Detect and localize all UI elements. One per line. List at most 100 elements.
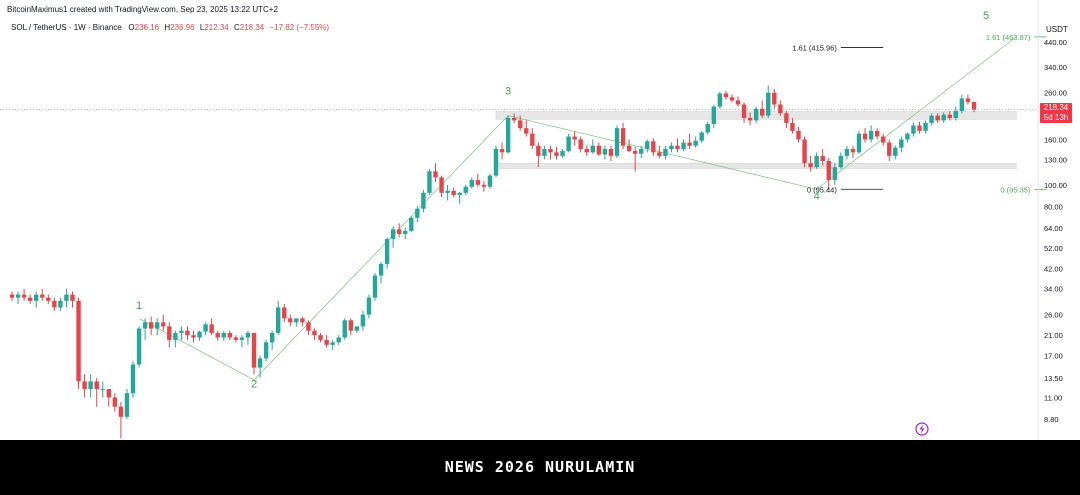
candle bbox=[233, 335, 239, 343]
candle bbox=[911, 122, 916, 137]
candle bbox=[354, 326, 360, 333]
candle bbox=[209, 318, 214, 336]
candle bbox=[663, 145, 668, 160]
candle-body bbox=[46, 297, 51, 301]
elliott-wave-path bbox=[138, 36, 1017, 381]
candle-body bbox=[34, 294, 39, 301]
candle bbox=[778, 100, 783, 116]
candle-body bbox=[481, 184, 487, 187]
candle-body bbox=[772, 92, 777, 105]
candle-body bbox=[705, 123, 710, 133]
candle-body bbox=[378, 263, 384, 276]
candle-body bbox=[88, 381, 93, 390]
candle bbox=[245, 330, 251, 345]
candle bbox=[814, 152, 819, 169]
candle bbox=[760, 100, 765, 118]
candle bbox=[862, 128, 868, 143]
candle bbox=[820, 148, 825, 166]
candle bbox=[681, 139, 686, 151]
candle-body bbox=[681, 142, 686, 149]
candle bbox=[687, 133, 692, 149]
candle bbox=[639, 145, 644, 159]
candlestick-chart[interactable]: 1.61 (415.96) 0 (95.44) 1.61 (463.87) 0 (95… bbox=[0, 0, 1080, 440]
candle bbox=[947, 111, 952, 121]
candle bbox=[439, 175, 444, 198]
candle bbox=[844, 145, 850, 160]
candle-body bbox=[620, 128, 626, 146]
candle bbox=[850, 145, 856, 159]
candle bbox=[645, 139, 650, 153]
low-label: L bbox=[199, 23, 205, 32]
wave-line bbox=[138, 36, 1017, 381]
candle bbox=[657, 145, 662, 159]
candle-body bbox=[21, 294, 27, 298]
candle bbox=[40, 288, 45, 301]
candle-body bbox=[887, 142, 892, 156]
candle-body bbox=[415, 208, 420, 218]
candle bbox=[390, 226, 396, 248]
candle bbox=[772, 89, 777, 109]
fib-label-4: 0 (95.35) bbox=[1000, 185, 1031, 194]
y-tick-label: 34.00 bbox=[1044, 285, 1063, 294]
candle-body bbox=[862, 133, 868, 140]
candle-body bbox=[269, 332, 275, 343]
candle-body bbox=[384, 238, 390, 264]
currency-label[interactable]: USDT bbox=[1046, 25, 1068, 34]
candle bbox=[161, 314, 166, 331]
candle bbox=[572, 130, 577, 146]
candle bbox=[469, 177, 474, 189]
candle-body bbox=[905, 133, 910, 140]
candle-body bbox=[403, 230, 408, 235]
candle bbox=[723, 90, 729, 100]
candle bbox=[699, 130, 704, 144]
candle-body bbox=[881, 136, 886, 143]
candle-body bbox=[626, 145, 632, 151]
candle-body bbox=[511, 117, 517, 121]
candle-body bbox=[493, 148, 499, 176]
candle bbox=[675, 138, 680, 153]
y-tick-label: 17.00 bbox=[1044, 352, 1063, 361]
chart-area[interactable]: 1.61 (415.96) 0 (95.44) 1.61 (463.87) 0 (95… bbox=[0, 0, 1080, 440]
candle-body bbox=[826, 160, 831, 181]
candle bbox=[324, 335, 329, 348]
fibonacci-levels: 1.61 (415.96) 0 (95.44) 1.61 (463.87) 0 (95… bbox=[792, 33, 1047, 194]
candle bbox=[239, 335, 245, 348]
candle bbox=[106, 389, 111, 407]
candle bbox=[953, 106, 958, 121]
y-tick-label: 13.50 bbox=[1044, 374, 1063, 383]
candle bbox=[832, 163, 837, 185]
candle bbox=[729, 94, 735, 103]
candle bbox=[15, 291, 21, 305]
candle bbox=[899, 136, 904, 153]
candle-body bbox=[893, 147, 898, 156]
candle-body bbox=[923, 122, 928, 131]
candle bbox=[179, 326, 184, 340]
wave-label-1: 1 bbox=[136, 300, 142, 312]
candle-body bbox=[729, 97, 735, 101]
candle bbox=[276, 300, 281, 336]
candle-body bbox=[463, 186, 468, 193]
candle-body bbox=[106, 389, 111, 398]
candle bbox=[415, 206, 420, 222]
y-tick-label: 440.00 bbox=[1044, 38, 1067, 47]
candle-body bbox=[318, 335, 323, 340]
candle-body bbox=[300, 318, 305, 323]
y-tick-label: 52.00 bbox=[1044, 244, 1063, 253]
lightning-icon[interactable] bbox=[915, 422, 929, 436]
candle bbox=[409, 216, 414, 233]
candle bbox=[874, 128, 880, 140]
y-tick-label: 100.00 bbox=[1044, 181, 1067, 190]
candle bbox=[130, 361, 136, 398]
candle bbox=[312, 328, 317, 340]
candle-body bbox=[118, 406, 124, 417]
candle bbox=[421, 189, 426, 213]
candle bbox=[463, 184, 468, 195]
candle-body bbox=[372, 275, 378, 298]
candle bbox=[590, 139, 595, 154]
candle-body bbox=[717, 93, 723, 107]
candle-body bbox=[263, 342, 269, 359]
candle-body bbox=[735, 100, 741, 105]
candle-body bbox=[838, 155, 844, 168]
candle bbox=[148, 316, 154, 336]
candle-body bbox=[58, 300, 63, 308]
